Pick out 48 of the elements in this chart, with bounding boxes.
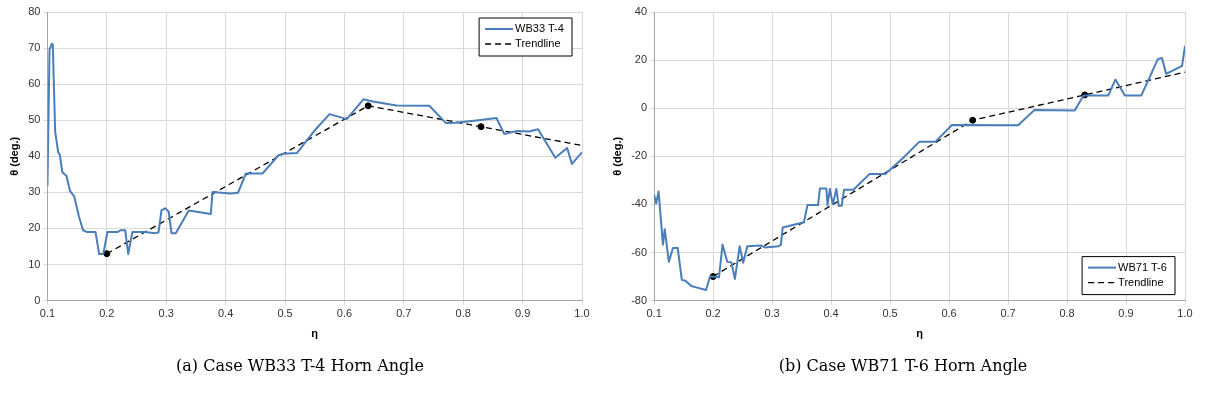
x-tick-label: 0.4 xyxy=(217,307,234,320)
x-tick-label: 1.0 xyxy=(574,307,590,320)
y-tick-label: 20 xyxy=(28,221,41,234)
legend-label: Trendline xyxy=(515,37,561,50)
y-tick-label: -60 xyxy=(631,245,648,258)
x-tick-label: 0.7 xyxy=(1000,307,1016,320)
text: (b) Case WB71 T-6 Horn Angle xyxy=(777,356,1029,375)
legend-label: WB33 T-4 xyxy=(515,22,564,35)
x-tick-label: 0.3 xyxy=(764,307,780,320)
y-tick-label: 0 xyxy=(640,101,648,114)
y-tick-label: -40 xyxy=(631,197,648,210)
x-tick-label: 0.8 xyxy=(1059,307,1075,320)
point xyxy=(477,123,485,131)
x-tick-label: 0.1 xyxy=(646,307,662,320)
x-tick-label: 0.5 xyxy=(277,307,293,320)
y-axis-title: θ (deg.) xyxy=(610,136,623,176)
legend-label: Trendline xyxy=(1118,275,1164,288)
y-tick-label: 60 xyxy=(28,77,41,90)
x-tick-label: 0.6 xyxy=(941,307,957,320)
x-tick-label: 0.8 xyxy=(455,307,471,320)
x-tick-label: 0.3 xyxy=(158,307,174,320)
y-tick-label: 0 xyxy=(34,293,41,306)
y-tick-label: 40 xyxy=(634,5,648,18)
y-tick-label: 50 xyxy=(28,113,41,126)
x-tick-label: 1.0 xyxy=(1177,307,1193,320)
x-tick-label: 0.5 xyxy=(882,307,898,320)
x-tick-label: 0.9 xyxy=(514,307,531,320)
x-tick-label: 0.1 xyxy=(39,307,56,320)
y-tick-label: -80 xyxy=(631,293,648,306)
y-tick-label: 80 xyxy=(28,5,41,18)
x-tick-label: 0.6 xyxy=(336,307,353,320)
x-tick-label: 0.2 xyxy=(705,307,721,320)
text: (a) Case WB33 T-4 Horn Angle xyxy=(175,356,425,375)
x-axis-title: η xyxy=(916,327,924,340)
y-axis-title: θ (deg.) xyxy=(7,136,20,176)
y-tick-label: -20 xyxy=(631,149,648,162)
x-tick-label: 0.9 xyxy=(1118,307,1134,320)
x-tick-label: 0.7 xyxy=(396,307,412,320)
x-axis-title: η xyxy=(311,327,319,340)
y-tick-label: 40 xyxy=(28,149,41,162)
y-tick-label: 30 xyxy=(28,185,41,198)
legend-label: WB71 T-6 xyxy=(1118,260,1167,273)
x-tick-label: 0.4 xyxy=(823,307,839,320)
y-tick-label: 70 xyxy=(28,41,41,54)
y-tick-label: 20 xyxy=(634,53,648,66)
x-tick-label: 0.2 xyxy=(99,307,115,320)
y-tick-label: 10 xyxy=(28,257,41,270)
point xyxy=(364,102,372,110)
